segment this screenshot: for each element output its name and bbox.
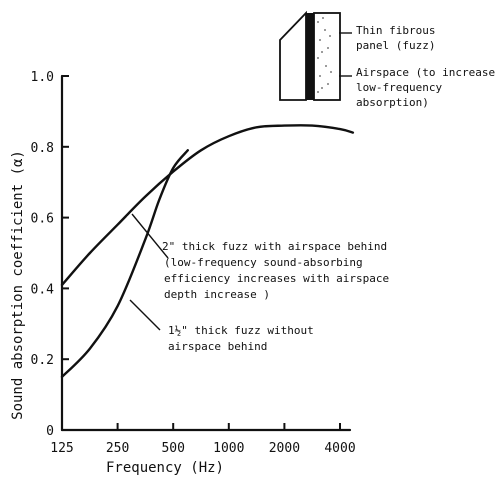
y-tick-label: 0.8 xyxy=(31,141,54,156)
airspace-dots xyxy=(317,17,332,93)
annotation-without-airspace: 1½" thick fuzz without airspace behind xyxy=(168,324,314,353)
inset-panel-diagram: Thin fibrous panel (fuzz) Airspace (to i… xyxy=(279,10,495,109)
y-tick-label: 1.0 xyxy=(31,70,54,85)
series-line-with-airspace xyxy=(60,124,355,287)
x-axis-title: Frequency (Hz) xyxy=(106,460,224,476)
fibrous-panel xyxy=(306,13,314,100)
inset-panel-label-line-2: panel (fuzz) xyxy=(356,39,435,52)
annotation-with-airspace-line-2: (low-frequency sound-absorbing xyxy=(164,256,363,269)
annotation-with-airspace: 2" thick fuzz with airspace behind (low-… xyxy=(162,240,389,301)
y-tick-label: 0.6 xyxy=(31,212,54,227)
annotation-with-airspace-line-3: efficiency increases with airspace xyxy=(164,272,389,285)
annotation-with-airspace-line-1: 2" thick fuzz with airspace behind xyxy=(162,240,387,253)
annotation-with-airspace-line-4: depth increase ) xyxy=(164,288,270,301)
x-tick-label: 125 xyxy=(50,441,73,456)
inset-airspace-label-line-1: Airspace (to increase xyxy=(356,66,495,79)
y-tick-label: 0.4 xyxy=(31,282,55,297)
x-ticks: 125 250 500 1000 2000 4000 xyxy=(50,423,356,456)
x-tick-label: 4000 xyxy=(324,441,355,456)
leader-with-airspace xyxy=(131,213,169,259)
airspace-region xyxy=(313,12,341,101)
y-tick-label: 0 xyxy=(46,424,54,439)
x-tick-label: 1000 xyxy=(213,441,244,456)
series-line-without-airspace xyxy=(60,149,189,379)
x-tick-label: 500 xyxy=(161,441,184,456)
leader-without-airspace xyxy=(129,299,161,331)
x-tick-label: 250 xyxy=(106,441,129,456)
y-ticks: 0 0.2 0.4 0.6 0.8 1.0 xyxy=(31,70,69,439)
annotation-without-airspace-line-2: airspace behind xyxy=(168,340,267,353)
inset-panel-label-line-1: Thin fibrous xyxy=(356,24,435,37)
y-axis-title: Sound absorption coefficient (α) xyxy=(10,150,26,420)
y-tick-label: 0.2 xyxy=(31,353,54,368)
inset-airspace-label-line-2: low-frequency xyxy=(356,81,442,94)
annotation-without-airspace-line-1: 1½" thick fuzz without xyxy=(168,324,314,337)
inset-airspace-label-line-3: absorption) xyxy=(356,96,429,109)
x-tick-label: 2000 xyxy=(269,441,300,456)
wall-shape xyxy=(279,10,307,101)
